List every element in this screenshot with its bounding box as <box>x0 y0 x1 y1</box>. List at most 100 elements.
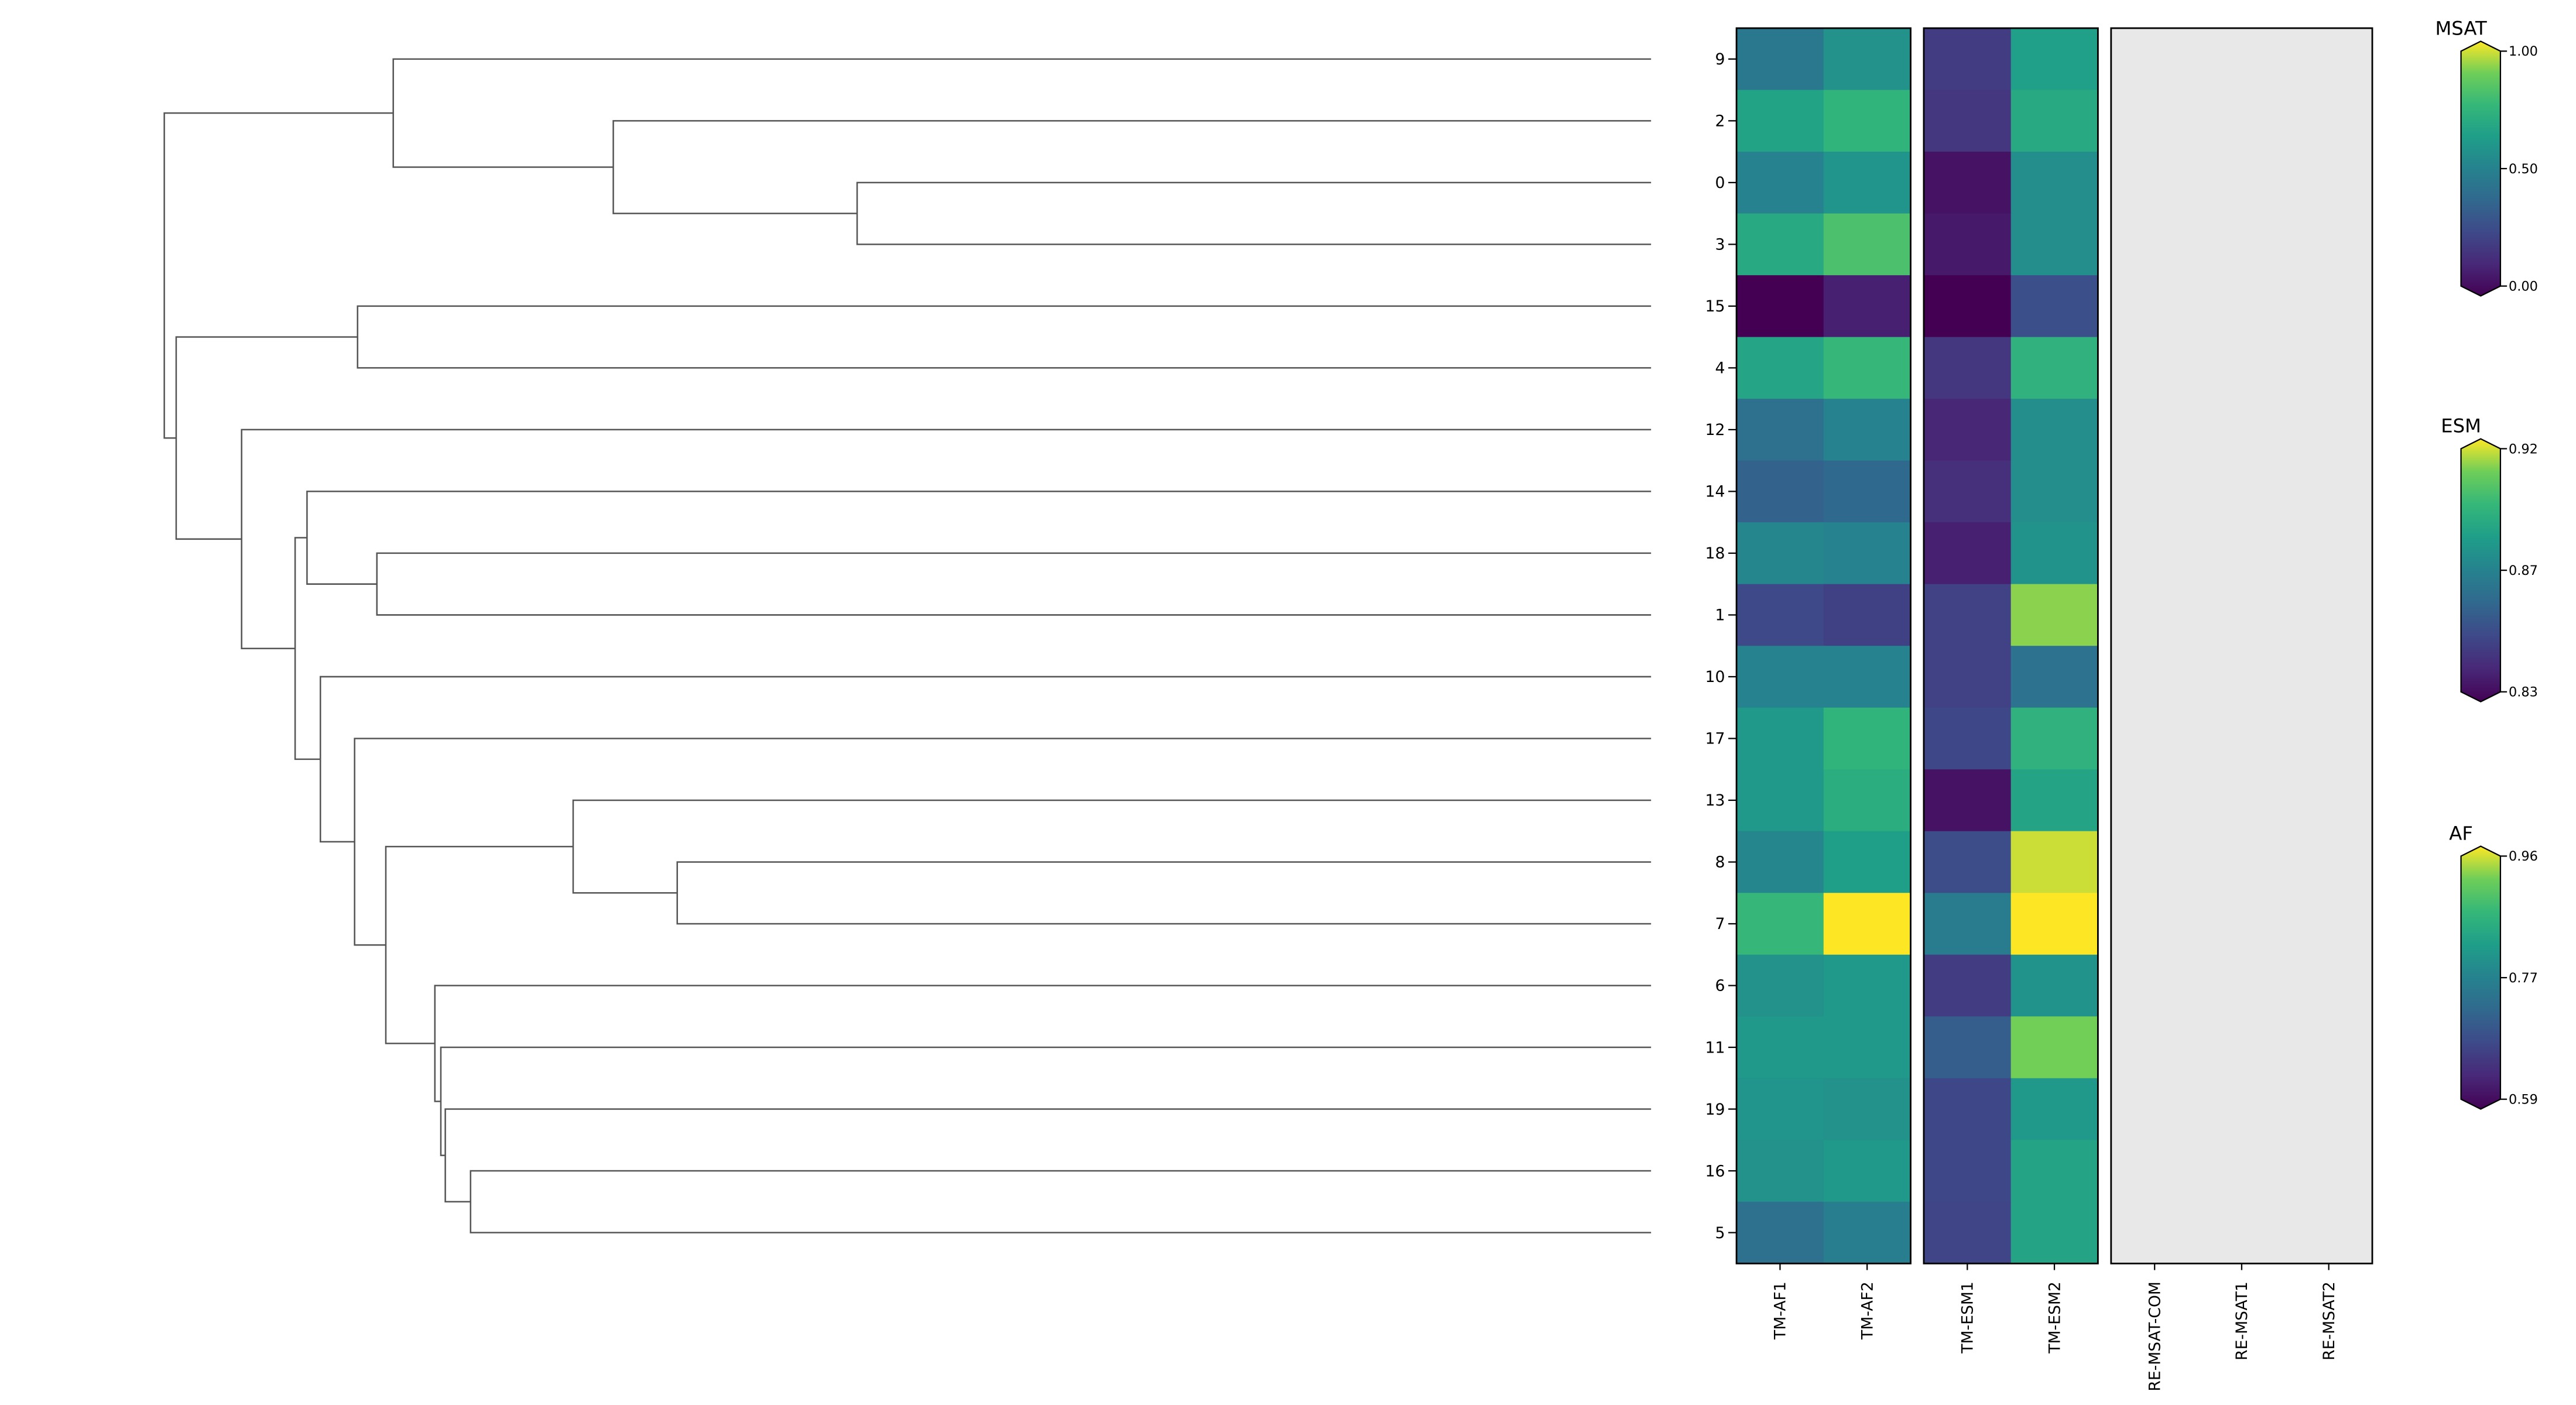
heatmap-cell <box>1736 707 1824 770</box>
heatmap-cell <box>1736 213 1824 276</box>
heatmap-cell <box>2010 1016 2099 1079</box>
heatmap-panels: TM-AF1 TM-AF2 TM-ESM1 TM-ESM2 RE-MSAT-COM RE-… <box>1735 27 2373 1392</box>
colorbar-esm <box>2460 438 2502 702</box>
heatmap-cell <box>1923 769 2012 832</box>
colorbar-title: ESM <box>2441 414 2481 437</box>
row-label: 7 <box>1715 915 1725 933</box>
heatmap-cell <box>1823 1201 1912 1264</box>
heatmap-cell <box>1923 213 2012 276</box>
colorbar-tick-label: 0.50 <box>2509 162 2538 177</box>
heatmap-cell <box>1823 152 1912 214</box>
heatmap-cell <box>1923 337 2012 399</box>
dendrogram-branch <box>306 491 1652 585</box>
heatmap-cell <box>2010 954 2099 1017</box>
heatmap-cell <box>1823 1016 1912 1079</box>
colorbar-tick-label: 0.92 <box>2509 441 2538 457</box>
heatmap-cell <box>1736 399 1824 461</box>
dendrogram-branch <box>294 537 321 760</box>
heatmap-cell <box>1736 893 1824 955</box>
heatmap-cell <box>1823 460 1912 523</box>
row-label: 16 <box>1705 1162 1725 1180</box>
heatmap-cell <box>1736 831 1824 894</box>
heatmap-cell <box>2010 522 2099 585</box>
dendrogram-branch <box>676 861 1652 925</box>
dendrogram-branch <box>385 845 573 1044</box>
row-label: 2 <box>1715 112 1725 131</box>
dendrogram-branch <box>440 1046 1652 1156</box>
heatmap-cell <box>1736 460 1824 523</box>
colorbar-tick-label: 0.87 <box>2509 563 2538 578</box>
heatmap-cell <box>1736 90 1824 152</box>
heatmap-cell <box>1736 275 1824 338</box>
heatmap-cell <box>1923 893 2012 955</box>
row-label: 0 <box>1715 174 1725 192</box>
dendrogram-branch <box>163 112 393 439</box>
panel-frame <box>1923 27 2099 1264</box>
heatmap-cell <box>1736 646 1824 708</box>
heatmap-cell <box>1823 646 1912 708</box>
column-label: TM-ESM1 <box>1959 1281 1977 1354</box>
heatmap-cell <box>2010 337 2099 399</box>
colorbar-tick-label: 0.00 <box>2509 279 2538 294</box>
heatmap-cell <box>1823 707 1912 770</box>
heatmap-cell <box>1923 1078 2012 1141</box>
column-label: TM-AF1 <box>1772 1281 1790 1340</box>
dendrogram-branch <box>470 1170 1652 1233</box>
heatmap-cell <box>1823 954 1912 1017</box>
column-label: RE-MSAT2 <box>2320 1281 2338 1361</box>
heatmap-cell <box>1823 28 1912 91</box>
row-label: 19 <box>1705 1101 1725 1119</box>
row-label: 9 <box>1715 50 1725 68</box>
heatmap-cell <box>1923 460 2012 523</box>
panel-frame <box>1735 27 1912 1264</box>
row-label: 12 <box>1705 421 1725 439</box>
colorbar-tick-label: 0.83 <box>2509 685 2538 700</box>
heatmap-cell <box>2010 831 2099 894</box>
dendrogram-branch <box>320 676 1652 843</box>
row-label: 8 <box>1715 854 1725 872</box>
dendrogram-branch <box>444 1108 1652 1203</box>
dendrogram-branch <box>354 738 1652 946</box>
heatmap-cell <box>1736 1016 1824 1079</box>
heatmap-cell <box>1923 399 2012 461</box>
dendrogram-branch <box>856 181 1652 245</box>
heatmap-cell <box>2010 646 2099 708</box>
heatmap-cell <box>1823 522 1912 585</box>
heatmap-cell <box>1823 831 1912 894</box>
heatmap-cell <box>1923 831 2012 894</box>
heatmap-cell <box>2010 893 2099 955</box>
heatmap-cell <box>2010 707 2099 770</box>
heatmap-cell <box>1923 152 2012 214</box>
row-label: 6 <box>1715 977 1725 995</box>
dendrogram-branch <box>175 336 358 540</box>
heatmap-cell <box>2010 28 2099 91</box>
heatmap-cell <box>1823 337 1912 399</box>
heatmap-cell <box>1736 1140 1824 1202</box>
colorbar-tick-label: 0.96 <box>2509 849 2538 864</box>
heatmap-cell <box>2010 152 2099 214</box>
row-label: 18 <box>1705 544 1725 563</box>
dendrogram-branch <box>376 552 1652 616</box>
row-label: 14 <box>1705 483 1725 501</box>
heatmap-cell <box>1923 28 2012 91</box>
row-labels: 9 2 0 3 15 4 12 14 18 1 10 17 13 8 7 6 11 19 16 5 <box>1705 50 1737 1242</box>
row-label: 4 <box>1715 359 1725 378</box>
row-label: 1 <box>1715 606 1725 625</box>
heatmap-cell <box>1736 337 1824 399</box>
heatmap-cell <box>1736 954 1824 1017</box>
column-label: TM-ESM2 <box>2046 1281 2064 1354</box>
heatmap-cell <box>2010 399 2099 461</box>
heatmap-cell <box>1736 769 1824 832</box>
heatmap-cell <box>1923 90 2012 152</box>
row-dendrogram <box>163 58 1652 1233</box>
heatmap-cell <box>2010 1201 2099 1264</box>
heatmap-cell <box>1923 1140 2012 1202</box>
colorbar-title: AF <box>2449 822 2473 844</box>
colorbars: MSAT 1.00 0.50 0.00 ESM 0.92 0.87 0.83 AF 0.96 0.7… <box>2435 17 2538 1110</box>
heatmap-cell <box>1823 1078 1912 1141</box>
dendrogram-branch <box>434 985 1652 1102</box>
heatmap-cell <box>1923 1016 2012 1079</box>
heatmap-cell <box>1823 275 1912 338</box>
heatmap-cell <box>1736 152 1824 214</box>
